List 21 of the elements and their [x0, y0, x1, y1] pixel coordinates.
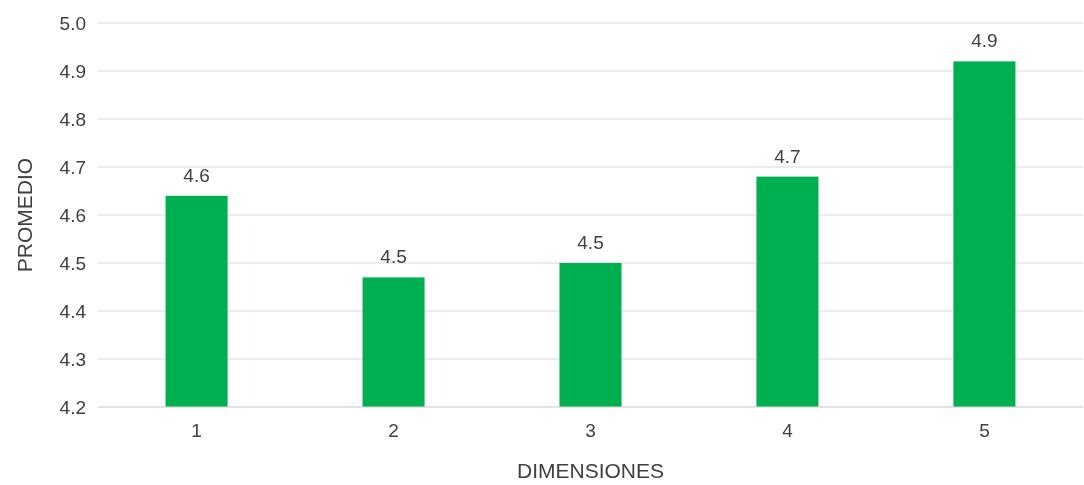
x-tick-label: 1 — [191, 420, 202, 441]
data-label: 4.7 — [774, 145, 801, 167]
x-tick-label: 4 — [782, 420, 794, 441]
y-axis-title: PROMEDIO — [13, 157, 36, 273]
data-label: 4.6 — [183, 164, 210, 186]
data-label: 4.5 — [380, 246, 407, 268]
y-tick-label: 4.9 — [59, 60, 86, 82]
y-tick-label: 4.5 — [59, 252, 86, 274]
y-tick-label: 4.4 — [59, 300, 87, 322]
y-tick-label: 4.3 — [59, 348, 86, 370]
y-tick-label: 4.7 — [59, 156, 86, 178]
x-tick-label: 5 — [979, 420, 990, 441]
x-tick-label: 3 — [585, 420, 596, 441]
y-tick-label: 4.8 — [59, 108, 86, 130]
y-tick-label: 4.6 — [59, 204, 86, 226]
y-tick-label: 5.0 — [59, 12, 86, 34]
data-label: 4.9 — [971, 30, 998, 52]
y-tick-label: 4.2 — [59, 396, 86, 418]
data-label: 4.5 — [577, 232, 604, 253]
x-tick-label: 2 — [388, 420, 399, 441]
x-axis-title: DIMENSIONES — [516, 459, 665, 482]
